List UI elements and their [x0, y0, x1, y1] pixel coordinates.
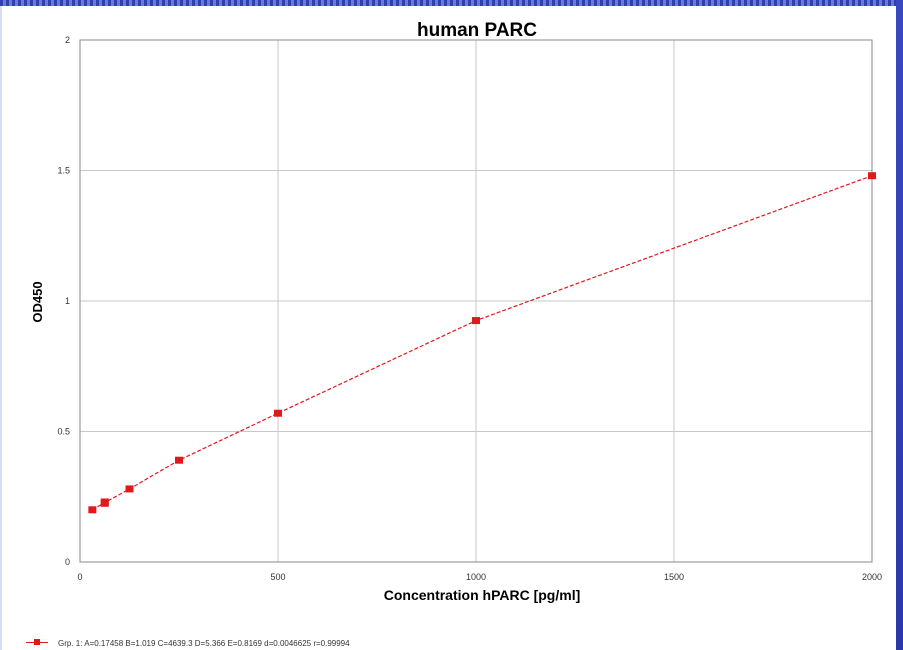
data-point — [472, 317, 480, 325]
grid-lines — [79, 39, 873, 563]
legend: Grp. 1: A=0.17458 B=1.019 C=4639.3 D=5.3… — [26, 636, 350, 650]
data-point — [125, 485, 134, 493]
y-tick-label: 2 — [65, 35, 70, 45]
window-right-border — [896, 0, 903, 650]
x-tick-label: 0 — [77, 572, 82, 582]
legend-swatch-icon — [26, 639, 48, 647]
data-points — [88, 172, 876, 514]
data-point — [88, 506, 97, 514]
x-tick-label: 2000 — [862, 572, 882, 582]
y-tick-label: 1.5 — [57, 166, 70, 176]
tick-labels: 0 500 1000 1500 2000 0 0.5 1 1.5 2 — [57, 35, 882, 582]
window-top-border — [0, 0, 903, 6]
plot-area — [79, 39, 873, 563]
chart-title: human PARC — [417, 20, 537, 41]
x-tick-label: 1500 — [664, 572, 684, 582]
data-point — [274, 409, 282, 417]
x-axis-label: Concentration hPARC [pg/ml] — [384, 587, 581, 603]
data-point — [868, 172, 876, 180]
data-point — [175, 456, 183, 464]
fit-curve — [92, 175, 873, 511]
y-axis-label: OD450 — [30, 281, 45, 322]
y-tick-label: 0.5 — [57, 427, 70, 437]
window-left-edge — [0, 6, 2, 650]
x-tick-label: 1000 — [466, 572, 486, 582]
y-tick-label: 0 — [65, 557, 70, 567]
x-tick-label: 500 — [270, 572, 285, 582]
data-point — [100, 498, 109, 506]
legend-entry-label: Grp. 1: A=0.17458 B=1.019 C=4639.3 D=5.3… — [58, 638, 350, 648]
y-tick-label: 1 — [65, 296, 70, 306]
